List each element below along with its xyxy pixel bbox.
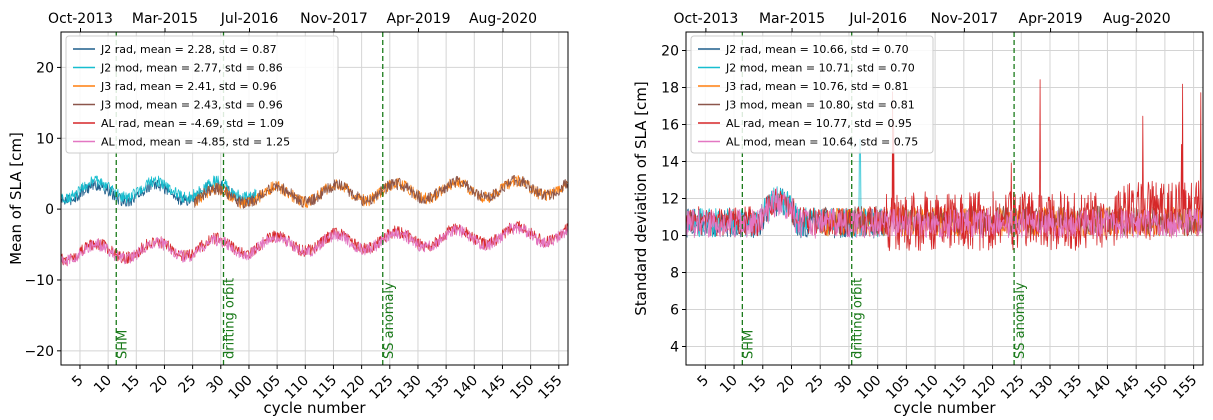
event-label: drifting orbit xyxy=(851,278,866,359)
x-tick-label: 125 xyxy=(366,373,396,403)
x-tick-label: 145 xyxy=(1113,373,1143,403)
legend-entry-4: J3 mod, mean = 2.43, std = 0.96 xyxy=(100,99,283,112)
y-tick-label: −10 xyxy=(24,273,54,289)
y-tick-label: 0 xyxy=(45,202,54,218)
top-axis-label: Mar-2015 xyxy=(132,11,198,27)
x-tick-label: 155 xyxy=(1170,373,1200,403)
event-label: SS anomaly xyxy=(1013,282,1028,359)
event-label: drifting orbit xyxy=(223,278,238,359)
y-tick-label: 20 xyxy=(36,60,54,76)
event-label: SHM xyxy=(741,330,756,359)
top-axis-label: Nov-2017 xyxy=(300,11,368,27)
x-tick-label: 25 xyxy=(176,373,200,397)
series-line-2 xyxy=(61,175,257,204)
event-label: SS anomaly xyxy=(382,282,397,359)
top-axis-label: Oct-2013 xyxy=(673,11,738,27)
chart-panel-2: SHM drifting orbit SS anomaly 4 6 8 10 12 14 16 18… xyxy=(632,11,1204,417)
top-axis-label: Jul-2016 xyxy=(848,11,907,27)
series-line-6 xyxy=(686,187,1203,239)
top-axis-label: Apr-2019 xyxy=(1019,11,1083,27)
y-tick-label: 14 xyxy=(661,155,679,171)
top-axis-label: Mar-2015 xyxy=(759,11,825,27)
legend-entry-1: J2 rad, mean = 10.66, std = 0.70 xyxy=(725,43,909,56)
legend-box xyxy=(65,35,339,154)
top-axis-label: Apr-2019 xyxy=(386,11,450,27)
legend-entry-4: J3 mod, mean = 10.80, std = 0.81 xyxy=(725,99,915,112)
x-tick-label: 145 xyxy=(479,373,509,403)
x-tick-label: 10 xyxy=(91,373,115,397)
y-tick-label: 8 xyxy=(670,266,679,282)
x-tick-label: 100 xyxy=(854,373,884,403)
x-tick-label: 140 xyxy=(451,373,481,403)
top-axis-label: Aug-2020 xyxy=(469,11,537,27)
y-tick-label: 6 xyxy=(670,303,679,319)
legend-entry-2: J2 mod, mean = 2.77, std = 0.86 xyxy=(100,62,283,75)
x-tick-label: 15 xyxy=(746,373,770,397)
x-tick-label: 30 xyxy=(832,373,856,397)
y-tick-label: −20 xyxy=(24,344,54,360)
y-tick-label: 20 xyxy=(661,44,679,60)
y-axis-label: Standard deviation of SLA [cm] xyxy=(632,81,650,316)
legend-entry-3: J3 rad, mean = 10.76, std = 0.81 xyxy=(725,80,909,93)
legend-entry-6: AL mod, mean = -4.85, std = 1.25 xyxy=(101,136,290,149)
top-axis-label: Nov-2017 xyxy=(931,11,999,27)
legend-entry-6: AL mod, mean = 10.64, std = 0.75 xyxy=(726,136,918,149)
y-tick-label: 12 xyxy=(661,192,679,208)
x-tick-label: 125 xyxy=(998,373,1028,403)
x-tick-label: 30 xyxy=(204,373,228,397)
x-tick-label: 140 xyxy=(1084,373,1114,403)
y-tick-label: 4 xyxy=(670,340,679,356)
x-tick-label: 150 xyxy=(1141,373,1171,403)
legend-entry-3: J3 rad, mean = 2.41, std = 0.96 xyxy=(100,80,277,93)
x-tick-label: 20 xyxy=(147,373,171,397)
top-axis-label: Jul-2016 xyxy=(220,11,279,27)
x-tick-label: 135 xyxy=(1055,373,1085,403)
y-tick-label: 18 xyxy=(661,81,679,97)
x-tick-label: 150 xyxy=(507,373,537,403)
x-tick-label: 5 xyxy=(695,373,713,391)
series-line-4 xyxy=(193,175,568,209)
series-lines xyxy=(61,175,568,267)
x-axis-label: cycle number xyxy=(893,399,996,417)
x-tick-label: 100 xyxy=(226,373,256,403)
top-axis-label: Oct-2013 xyxy=(48,11,113,27)
x-tick-label: 130 xyxy=(1027,373,1057,403)
legend-entry-1: J2 rad, mean = 2.28, std = 0.87 xyxy=(100,43,277,56)
legend-entry-5: AL rad, mean = -4.69, std = 1.09 xyxy=(101,117,284,130)
x-tick-label: 5 xyxy=(69,373,87,391)
legend: J2 rad, mean = 2.28, std = 0.87 J2 mod, m… xyxy=(65,35,339,154)
legend: J2 rad, mean = 10.66, std = 0.70 J2 mod, … xyxy=(690,35,934,154)
series-line-5 xyxy=(61,220,568,266)
x-tick-label: 130 xyxy=(395,373,425,403)
legend-entry-5: AL rad, mean = 10.77, std = 0.95 xyxy=(726,117,912,130)
y-tick-label: 10 xyxy=(36,131,54,147)
x-tick-label: 15 xyxy=(119,373,143,397)
legend-box xyxy=(690,35,934,154)
x-tick-label: 135 xyxy=(423,373,453,403)
x-tick-label: 155 xyxy=(535,373,565,403)
x-axis-label: cycle number xyxy=(263,399,366,417)
plot-frame xyxy=(60,31,569,366)
legend-entry-2: J2 mod, mean = 10.71, std = 0.70 xyxy=(725,62,915,75)
top-axis-label: Aug-2020 xyxy=(1103,11,1171,27)
x-tick-label: 25 xyxy=(803,373,827,397)
y-tick-label: 16 xyxy=(661,118,679,134)
x-tick-label: 20 xyxy=(774,373,798,397)
series-lines xyxy=(686,79,1203,252)
y-tick-label: 10 xyxy=(661,229,679,245)
event-label: SHM xyxy=(115,330,130,359)
series-line-6 xyxy=(61,222,568,267)
x-tick-label: 10 xyxy=(717,373,741,397)
y-axis-label: Mean of SLA [cm] xyxy=(7,132,25,265)
